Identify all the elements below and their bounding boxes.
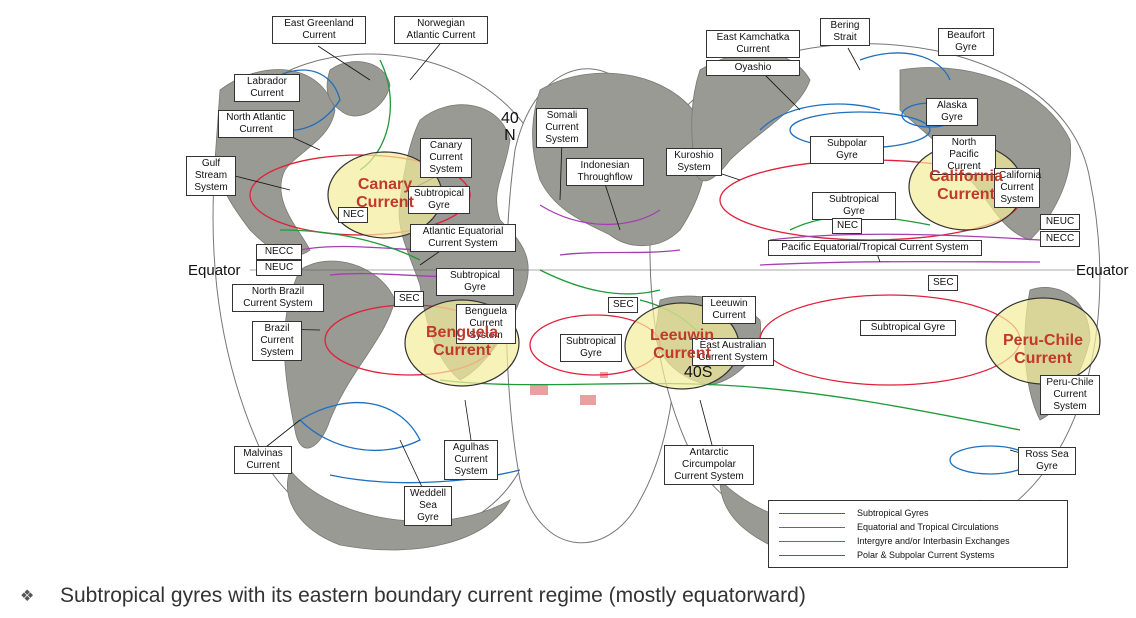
label-alaska: Alaska Gyre bbox=[926, 98, 978, 126]
legend-label: Intergyre and/or Interbasin Exchanges bbox=[857, 536, 1010, 546]
label-leeuwin: Leeuwin Current bbox=[702, 296, 756, 324]
label-brazil: Brazil Current System bbox=[252, 321, 302, 361]
label-bering: Bering Strait bbox=[820, 18, 870, 46]
label-atlantic-equatorial: Atlantic Equatorial Current System bbox=[410, 224, 516, 252]
label-gulf-stream: Gulf Stream System bbox=[186, 156, 236, 196]
highlight-benguela-text: Benguela Current bbox=[425, 324, 498, 359]
legend-swatch bbox=[779, 513, 845, 514]
greenland bbox=[326, 61, 391, 117]
highlight-peru-chile-text: Peru-Chile Current bbox=[1002, 332, 1083, 367]
label-subtropical-gyre-atl: Subtropical Gyre bbox=[408, 186, 470, 214]
label-canary-system: Canary Current System bbox=[420, 138, 472, 178]
label-sec-atl: SEC bbox=[394, 291, 424, 307]
highlight-leeuwin-text: Leeuwin Current bbox=[649, 327, 714, 362]
legend-swatch bbox=[779, 527, 845, 528]
latitude-40s-label: 40S bbox=[684, 364, 713, 381]
highlight-ellipses bbox=[327, 143, 1101, 390]
legend-row: Subtropical Gyres bbox=[779, 507, 1059, 519]
label-east-greenland: East Greenland Current bbox=[272, 16, 366, 44]
label-subtropical-gyre-ind: Subtropical Gyre bbox=[560, 334, 622, 362]
label-north-brazil: North Brazil Current System bbox=[232, 284, 324, 312]
label-necc-atl: NECC bbox=[256, 244, 302, 260]
legend-row: Equatorial and Tropical Circulations bbox=[779, 521, 1059, 533]
label-agulhas: Agulhas Current System bbox=[444, 440, 498, 480]
label-subtropical-gyre-satl: Subtropical Gyre bbox=[436, 268, 514, 296]
label-weddell: Weddell Sea Gyre bbox=[404, 486, 452, 526]
label-nec-atl: NEC bbox=[338, 207, 368, 223]
label-california-system: California Current System bbox=[994, 168, 1041, 208]
label-north-atlantic: North Atlantic Current bbox=[218, 110, 294, 138]
label-antarctic: Antarctic Circumpolar Current System bbox=[664, 445, 754, 485]
label-norwegian: Norwegian Atlantic Current bbox=[394, 16, 488, 44]
label-sec-pac: SEC bbox=[928, 275, 958, 291]
label-neuc-atl: NEUC bbox=[256, 260, 302, 276]
label-somali: Somali Current System bbox=[536, 108, 588, 148]
legend-label: Equatorial and Tropical Circulations bbox=[857, 522, 999, 532]
label-pacific-equatorial: Pacific Equatorial/Tropical Current Syst… bbox=[768, 240, 982, 256]
label-indonesian: Indonesian Throughflow bbox=[566, 158, 644, 186]
label-beaufort: Beaufort Gyre bbox=[938, 28, 994, 56]
legend-label: Polar & Subpolar Current Systems bbox=[857, 550, 995, 560]
label-necc-pac: NECC bbox=[1040, 231, 1080, 247]
label-east-australian: East Australian Current System bbox=[692, 338, 774, 366]
legend-label: Subtropical Gyres bbox=[857, 508, 929, 518]
label-subtropical-gyre-npac: Subtropical Gyre bbox=[812, 192, 896, 220]
highlight-california-text: California Current bbox=[929, 168, 1003, 203]
label-oyashio: Oyashio bbox=[706, 60, 800, 76]
label-neuc-pac: NEUC bbox=[1040, 214, 1080, 230]
caption-text: Subtropical gyres with its eastern bound… bbox=[60, 584, 806, 607]
equator-right-label: Equator bbox=[1076, 262, 1129, 279]
label-malvinas: Malvinas Current bbox=[234, 446, 292, 474]
label-nec-pac: NEC bbox=[832, 218, 862, 234]
legend-row: Polar & Subpolar Current Systems bbox=[779, 549, 1059, 561]
label-subtropical-gyre-spac: Subtropical Gyre bbox=[860, 320, 956, 336]
label-east-kamchatka: East Kamchatka Current bbox=[706, 30, 800, 58]
legend: Subtropical Gyres Equatorial and Tropica… bbox=[768, 500, 1068, 568]
label-labrador: Labrador Current bbox=[234, 74, 300, 102]
equator-left-label: Equator bbox=[188, 262, 241, 279]
latitude-40n-label: 40 N bbox=[501, 110, 519, 144]
label-peru-chile-system: Peru-Chile Current System bbox=[1040, 375, 1100, 415]
highlight-canary-text: Canary Current bbox=[356, 176, 414, 211]
diamond-cluster-icon: ❖ bbox=[20, 588, 35, 605]
legend-swatch bbox=[779, 555, 845, 556]
label-ross: Ross Sea Gyre bbox=[1018, 447, 1076, 475]
label-subpolar-gyre: Subpolar Gyre bbox=[810, 136, 884, 164]
map-svg bbox=[212, 43, 1101, 554]
legend-swatch bbox=[779, 541, 845, 542]
label-kuroshio: Kuroshio System bbox=[666, 148, 722, 176]
label-sec-ind: SEC bbox=[608, 297, 638, 313]
legend-row: Intergyre and/or Interbasin Exchanges bbox=[779, 535, 1059, 547]
label-benguela-system: Benguela Current System bbox=[456, 304, 516, 344]
north-atlantic-gyre bbox=[249, 154, 471, 236]
label-north-pacific: North Pacific Current bbox=[932, 135, 996, 175]
antarctica-left bbox=[287, 469, 511, 551]
